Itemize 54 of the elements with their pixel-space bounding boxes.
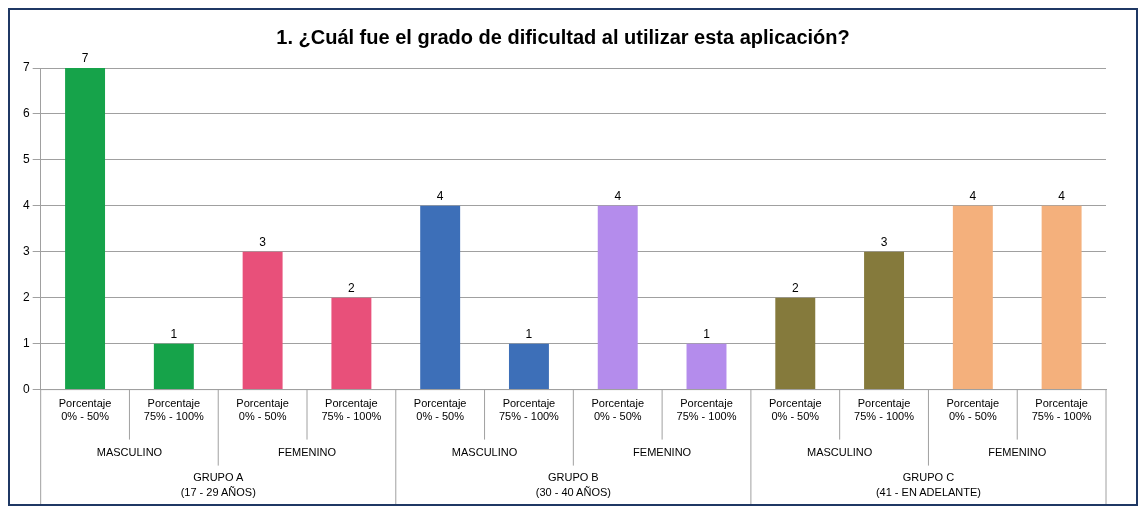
y-tick-label: 3 <box>22 244 30 259</box>
bar <box>331 297 372 390</box>
y-tick-label: 1 <box>22 335 30 350</box>
data-label: 2 <box>348 281 356 296</box>
x-tick-label: Porcentaje 0% - 50% <box>413 397 467 423</box>
bar <box>242 251 283 390</box>
bar <box>597 205 638 390</box>
text: GRUPO C (41 - EN ADELANTE) <box>875 470 982 498</box>
text: FEMENINO <box>277 445 337 458</box>
bar <box>153 343 194 390</box>
x-tick-label: Porcentaje 0% - 50% <box>768 397 822 423</box>
chart-title: 1. ¿Cuál fue el grado de dificultad al utilizar esta aplicación? <box>276 25 850 48</box>
x-tick-label: Porcentaje 75% - 100% <box>498 397 560 423</box>
data-label: 3 <box>259 235 267 250</box>
text: GRUPO B (30 - 40 AÑOS) <box>535 470 611 498</box>
x-tick-label: Porcentaje 0% - 50% <box>236 397 289 423</box>
text: MASCULINO <box>451 445 518 458</box>
bar <box>686 343 727 390</box>
x-tick-label: Porcentaje 0% - 50% <box>946 397 1000 423</box>
data-label: 2 <box>791 281 799 296</box>
y-tick-label: 6 <box>22 106 30 121</box>
x-tick-label: Porcentaje 75% - 100% <box>143 397 205 423</box>
y-tick-label: 7 <box>22 60 30 75</box>
bar <box>952 205 993 390</box>
bar <box>864 251 905 390</box>
data-label: 7 <box>81 51 89 66</box>
x-tick-label: Porcentaje 0% - 50% <box>591 397 645 423</box>
data-label: 4 <box>969 189 977 204</box>
y-tick-label: 2 <box>22 290 30 305</box>
x-tick-label: Porcentaje 75% - 100% <box>676 397 737 423</box>
x-tick-label: Porcentaje 75% - 100% <box>854 397 915 423</box>
x-tick-label: Porcentaje 75% - 100% <box>321 397 382 423</box>
data-label: 1 <box>525 326 533 341</box>
x-tick-label: Porcentaje 75% - 100% <box>1031 397 1092 423</box>
data-label: 3 <box>880 235 888 250</box>
text: MASCULINO <box>806 445 873 458</box>
y-tick-label: 0 <box>22 381 30 396</box>
data-label: 4 <box>614 189 622 204</box>
data-label: 1 <box>170 326 178 341</box>
y-tick-label: 4 <box>22 198 30 213</box>
text: MASCULINO <box>96 445 163 458</box>
bar <box>420 205 461 390</box>
data-label: 4 <box>1058 189 1066 204</box>
text: FEMENINO <box>988 445 1047 458</box>
y-tick-label: 5 <box>22 152 30 167</box>
text: GRUPO A (17 - 29 AÑOS) <box>180 470 256 498</box>
x-tick-label: Porcentaje 0% - 50% <box>58 397 112 423</box>
data-label: 1 <box>703 326 711 341</box>
bar <box>1041 205 1082 390</box>
bar <box>508 343 549 390</box>
data-label: 4 <box>436 189 444 204</box>
bar <box>775 297 816 390</box>
text: FEMENINO <box>633 445 692 458</box>
bar <box>65 68 106 390</box>
